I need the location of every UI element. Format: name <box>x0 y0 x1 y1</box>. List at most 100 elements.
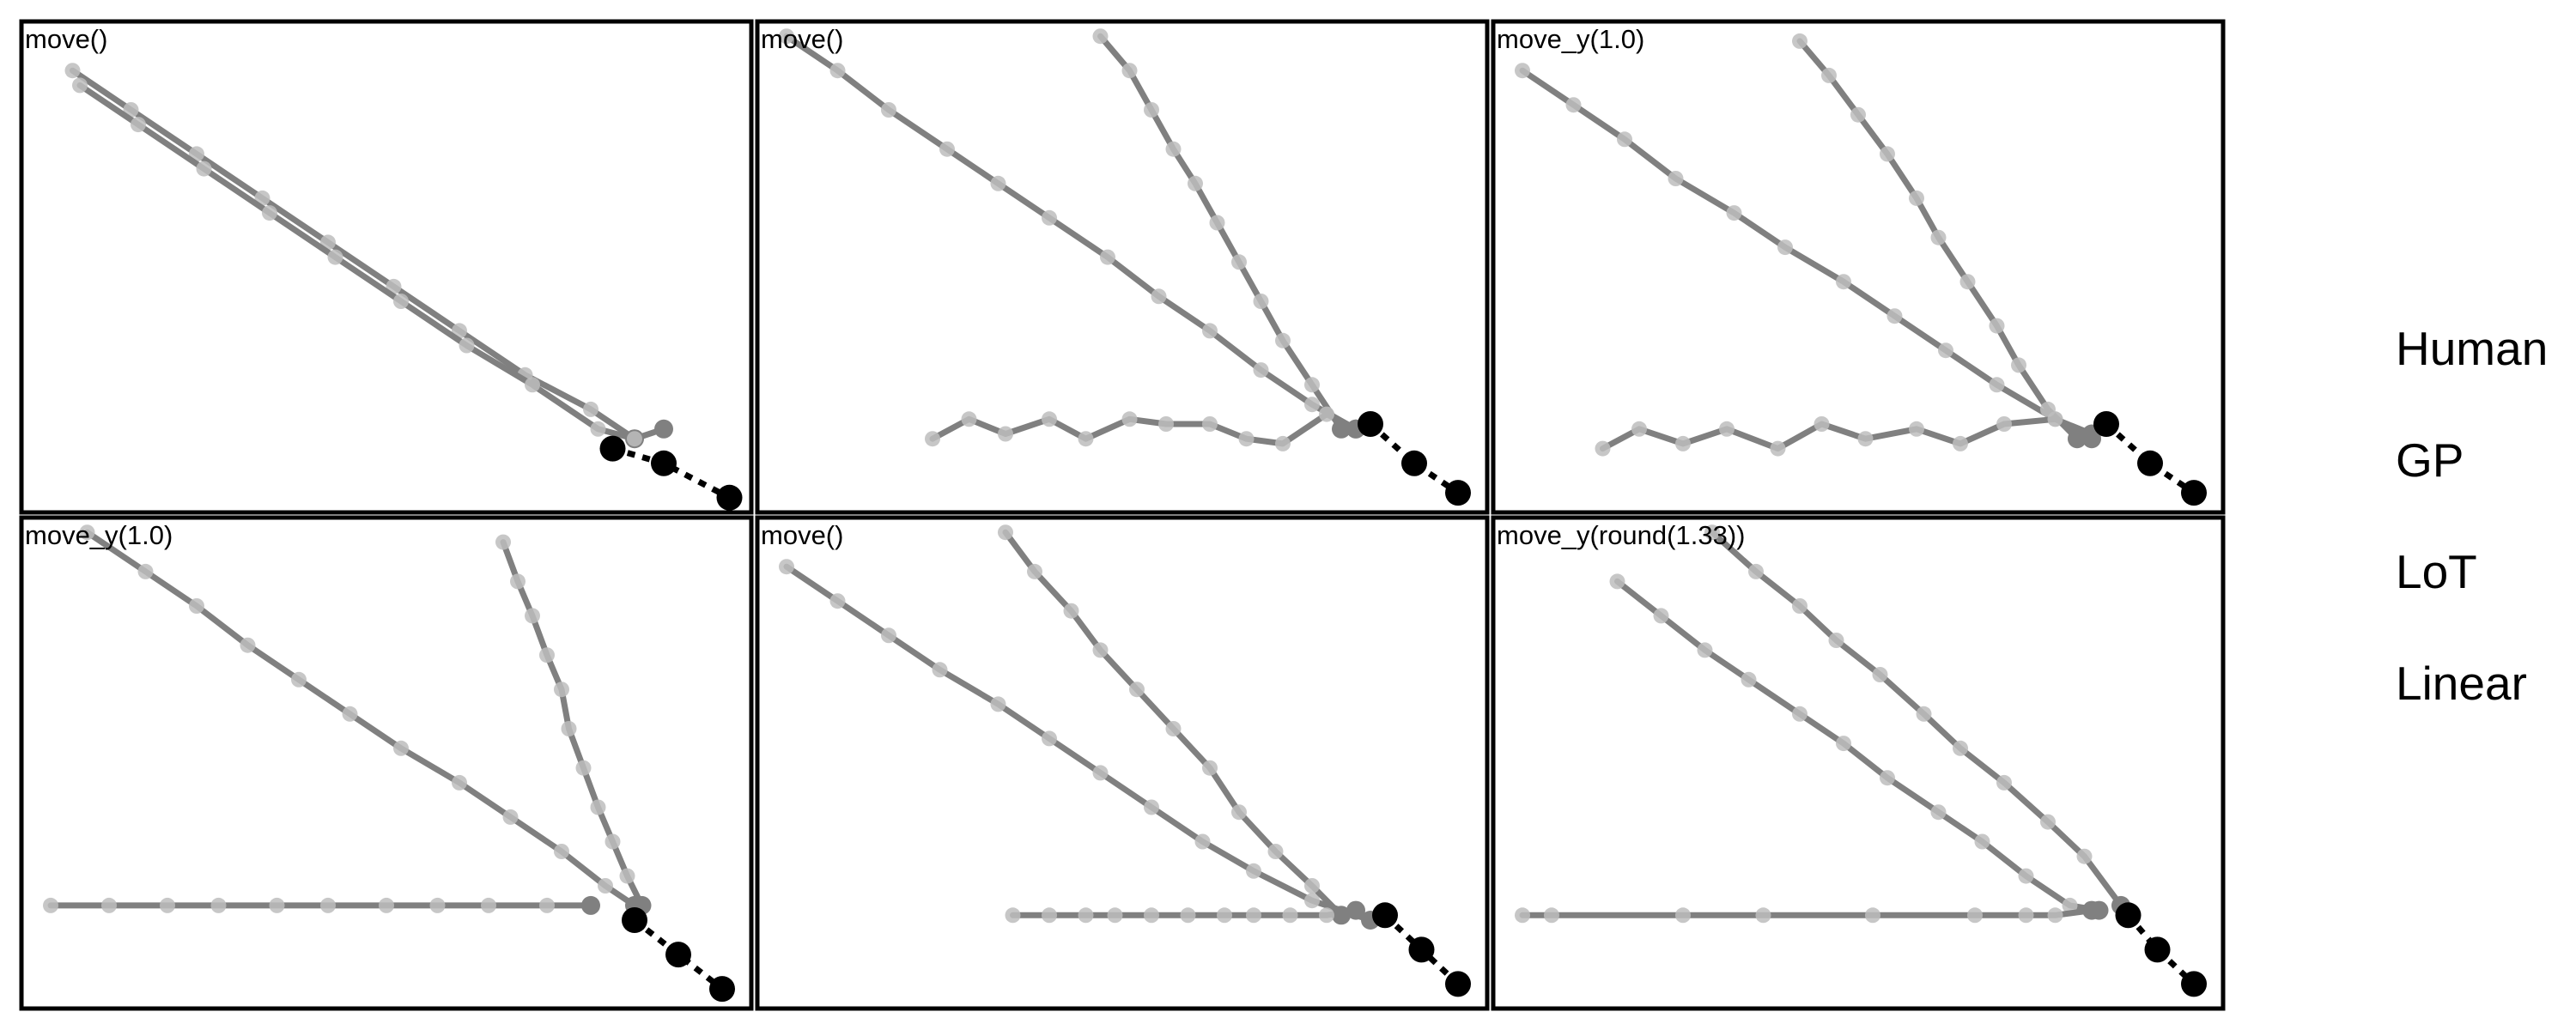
trajectory-point <box>1880 146 1895 162</box>
trajectory-point <box>393 740 409 756</box>
trajectory-endpoint <box>2082 900 2101 920</box>
legend-label-lot: LoT <box>2396 545 2477 598</box>
trajectory-point <box>1253 294 1269 309</box>
trajectory-point <box>1515 63 1530 79</box>
trajectory-point <box>1078 907 1094 924</box>
trajectory-point <box>1042 907 1057 924</box>
trajectory-point <box>1565 97 1582 113</box>
target-point <box>599 435 626 462</box>
trajectory-point <box>1267 844 1284 859</box>
target-point <box>2181 480 2207 506</box>
trajectory-point <box>2047 411 2063 427</box>
target-point <box>2181 971 2207 997</box>
trajectory-point <box>1121 63 1138 79</box>
trajectory-point <box>495 534 511 550</box>
trajectory-point <box>1005 907 1021 924</box>
trajectory-point <box>1792 33 1807 49</box>
trajectory-endpoint <box>1346 900 1365 920</box>
trajectory-point <box>1989 318 2005 334</box>
trajectory-point <box>554 682 569 698</box>
panel-grid: move() move() move_y(1.0) move_y(1.0) move()… <box>19 19 2226 1011</box>
trajectory-point <box>1930 229 1947 245</box>
trajectory-point <box>79 524 95 541</box>
trajectory-point <box>452 774 467 791</box>
trajectory-point <box>1953 435 1968 451</box>
trajectory-point <box>1609 573 1625 590</box>
trajectory-point <box>1121 411 1138 427</box>
trajectory-line <box>1519 67 2095 442</box>
trajectory-point <box>1202 760 1218 776</box>
trajectory-point <box>575 760 592 776</box>
trajectory-point <box>1668 171 1684 186</box>
trajectory-point <box>1027 563 1042 579</box>
panel-5: move() <box>755 515 1490 1011</box>
trajectory-point <box>1253 362 1269 379</box>
legend-label-human: Human <box>2396 322 2548 375</box>
trajectory-point <box>939 141 955 157</box>
target-dotted-line <box>2125 913 2196 986</box>
trajectory-point <box>881 627 896 644</box>
trajectory-point <box>1165 721 1182 736</box>
trajectory-point <box>1989 377 2005 393</box>
trajectory-point <box>998 426 1013 442</box>
target-point <box>1445 971 1471 997</box>
trajectory-point <box>1194 833 1211 850</box>
trajectory-point <box>1595 440 1611 457</box>
trajectory-point <box>1165 141 1182 157</box>
trajectory-point <box>554 844 569 859</box>
panel-frame <box>755 515 1490 1011</box>
target-point <box>1408 936 1435 963</box>
trajectory-point <box>1231 804 1247 821</box>
trajectory-point <box>196 161 212 177</box>
trajectory-point <box>291 671 307 688</box>
trajectory-point <box>1704 524 1720 541</box>
trajectory-point <box>342 706 358 722</box>
trajectory-point <box>627 431 642 447</box>
trajectory-point <box>2047 907 2063 924</box>
trajectory-endpoint <box>654 419 673 439</box>
trajectory-point <box>1202 323 1218 339</box>
trajectory-point <box>1246 907 1261 924</box>
trajectory-point <box>1886 308 1903 324</box>
target-point <box>665 942 691 968</box>
trajectory-point <box>1063 603 1079 619</box>
trajectory-point <box>1282 907 1298 924</box>
target-point <box>651 450 677 476</box>
trajectory-point <box>1158 416 1174 432</box>
trajectory-point <box>1996 774 2012 791</box>
trajectory-point <box>990 175 1006 191</box>
trajectory-point <box>525 608 540 624</box>
trajectory-point <box>1938 342 1953 359</box>
trajectory-point <box>240 637 256 653</box>
trajectory-point <box>160 897 175 913</box>
trajectory-point <box>779 28 794 45</box>
trajectory-point <box>925 431 940 447</box>
trajectory-point <box>1814 416 1830 432</box>
target-point <box>1358 411 1383 437</box>
trajectory-point <box>64 63 81 79</box>
trajectory-point <box>1653 608 1669 624</box>
trajectory-point <box>1515 907 1530 924</box>
panel-6: move_y(round(1.33)) <box>1491 515 2226 1011</box>
trajectory-line <box>1614 578 2102 914</box>
legend: Human GP LoT Linear <box>2396 322 2548 710</box>
trajectory-point <box>379 897 394 913</box>
trajectory-point <box>1959 274 1976 290</box>
trajectory-point <box>1188 175 1203 191</box>
target-point <box>1372 902 1398 929</box>
panel-title: move() <box>761 24 843 54</box>
trajectory-point <box>1836 274 1851 290</box>
trajectory-point <box>1828 633 1844 648</box>
panel-title: move() <box>761 520 843 550</box>
trajectory-point <box>1217 907 1232 924</box>
target-dotted-line <box>2104 421 2196 496</box>
target-point <box>2093 411 2119 437</box>
trajectory-point <box>210 897 227 913</box>
trajectory-point <box>1953 740 1968 756</box>
trajectory-point <box>1909 190 1924 206</box>
trajectory-point <box>131 117 146 133</box>
trajectory-point <box>590 799 606 815</box>
trajectory-point <box>1319 406 1334 422</box>
target-point <box>2115 902 2142 929</box>
trajectory-point <box>583 401 598 417</box>
